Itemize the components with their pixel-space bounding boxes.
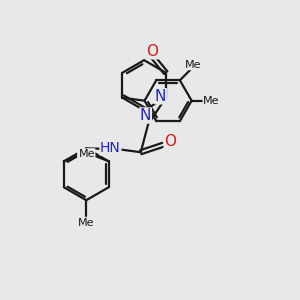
Text: Me: Me (78, 149, 94, 159)
Text: Me: Me (78, 149, 95, 159)
Text: Me: Me (78, 218, 94, 228)
Text: Me: Me (185, 60, 201, 70)
Text: Me: Me (203, 96, 220, 106)
Text: N: N (155, 89, 166, 104)
Text: O: O (146, 44, 158, 59)
Text: O: O (164, 134, 176, 149)
Text: N: N (140, 108, 151, 123)
Text: HN: HN (100, 141, 121, 155)
